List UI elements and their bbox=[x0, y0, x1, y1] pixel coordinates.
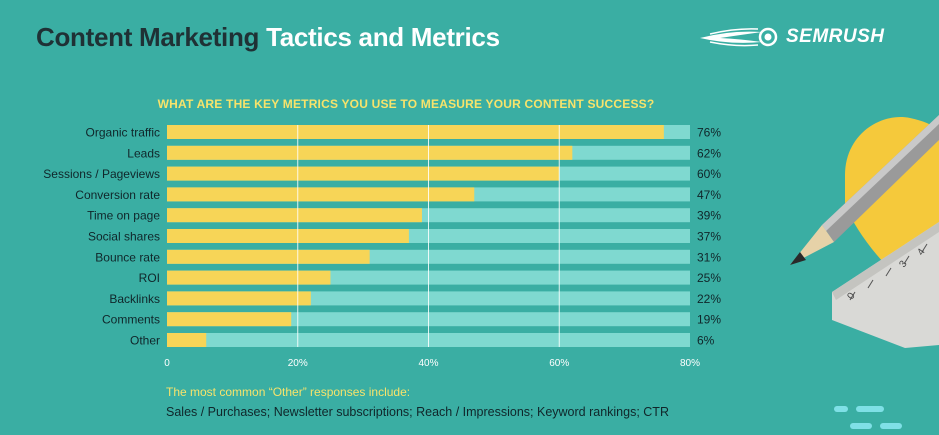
category-label: ROI bbox=[139, 271, 160, 285]
bar bbox=[167, 166, 560, 181]
page-title: Content Marketing Tactics and Metrics bbox=[36, 22, 500, 53]
value-label: 39% bbox=[697, 209, 721, 223]
value-label: 47% bbox=[697, 188, 721, 202]
category-label: Backlinks bbox=[109, 292, 160, 306]
category-label: Social shares bbox=[88, 230, 160, 244]
bar bbox=[167, 229, 409, 243]
title-dark-part: Content Marketing bbox=[36, 22, 260, 52]
bar bbox=[167, 249, 370, 264]
category-label: Organic traffic bbox=[86, 126, 160, 140]
category-label: Bounce rate bbox=[95, 250, 160, 264]
x-tick-label: 20% bbox=[288, 358, 308, 369]
svg-text:0: 0 bbox=[845, 290, 857, 301]
ruler-icon: 0 3 4 bbox=[832, 222, 939, 348]
bar bbox=[167, 312, 292, 327]
category-label: Leads bbox=[127, 146, 160, 160]
x-tick-label: 60% bbox=[549, 358, 569, 369]
value-label: 37% bbox=[697, 230, 721, 244]
category-label: Time on page bbox=[87, 209, 160, 223]
svg-text:3: 3 bbox=[897, 258, 909, 269]
other-responses-heading: The most common “Other” responses includ… bbox=[166, 385, 411, 399]
bar bbox=[167, 333, 207, 347]
svg-text:4: 4 bbox=[915, 246, 927, 257]
category-label: Other bbox=[130, 334, 160, 348]
value-label: 6% bbox=[697, 334, 715, 348]
brand-logo: SEMRUSH bbox=[700, 26, 885, 48]
x-tick-label: 0 bbox=[164, 358, 170, 369]
dash-decoration bbox=[834, 406, 902, 429]
value-label: 62% bbox=[697, 146, 721, 160]
other-responses-list: Sales / Purchases; Newsletter subscripti… bbox=[166, 405, 669, 419]
bar bbox=[167, 270, 331, 285]
pencil-icon bbox=[790, 115, 939, 265]
bar bbox=[167, 291, 311, 306]
value-label: 76% bbox=[697, 126, 721, 140]
bar bbox=[167, 145, 573, 160]
category-label: Conversion rate bbox=[75, 188, 160, 202]
chart-title: WHAT ARE THE KEY METRICS YOU USE TO MEAS… bbox=[157, 97, 655, 111]
bar bbox=[167, 208, 422, 223]
value-label: 60% bbox=[697, 167, 721, 181]
title-light-part: Tactics and Metrics bbox=[266, 22, 500, 52]
fireball-icon bbox=[700, 27, 778, 47]
x-tick-label: 40% bbox=[418, 358, 438, 369]
category-label: Comments bbox=[102, 313, 160, 327]
value-label: 25% bbox=[697, 271, 721, 285]
category-label: Sessions / Pageviews bbox=[43, 167, 160, 181]
value-label: 19% bbox=[697, 313, 721, 327]
value-label: 31% bbox=[697, 250, 721, 264]
x-tick-label: 80% bbox=[680, 358, 700, 369]
value-label: 22% bbox=[697, 292, 721, 306]
brand-name: SEMRUSH bbox=[786, 26, 885, 47]
bar bbox=[167, 125, 664, 139]
bar bbox=[167, 187, 475, 202]
